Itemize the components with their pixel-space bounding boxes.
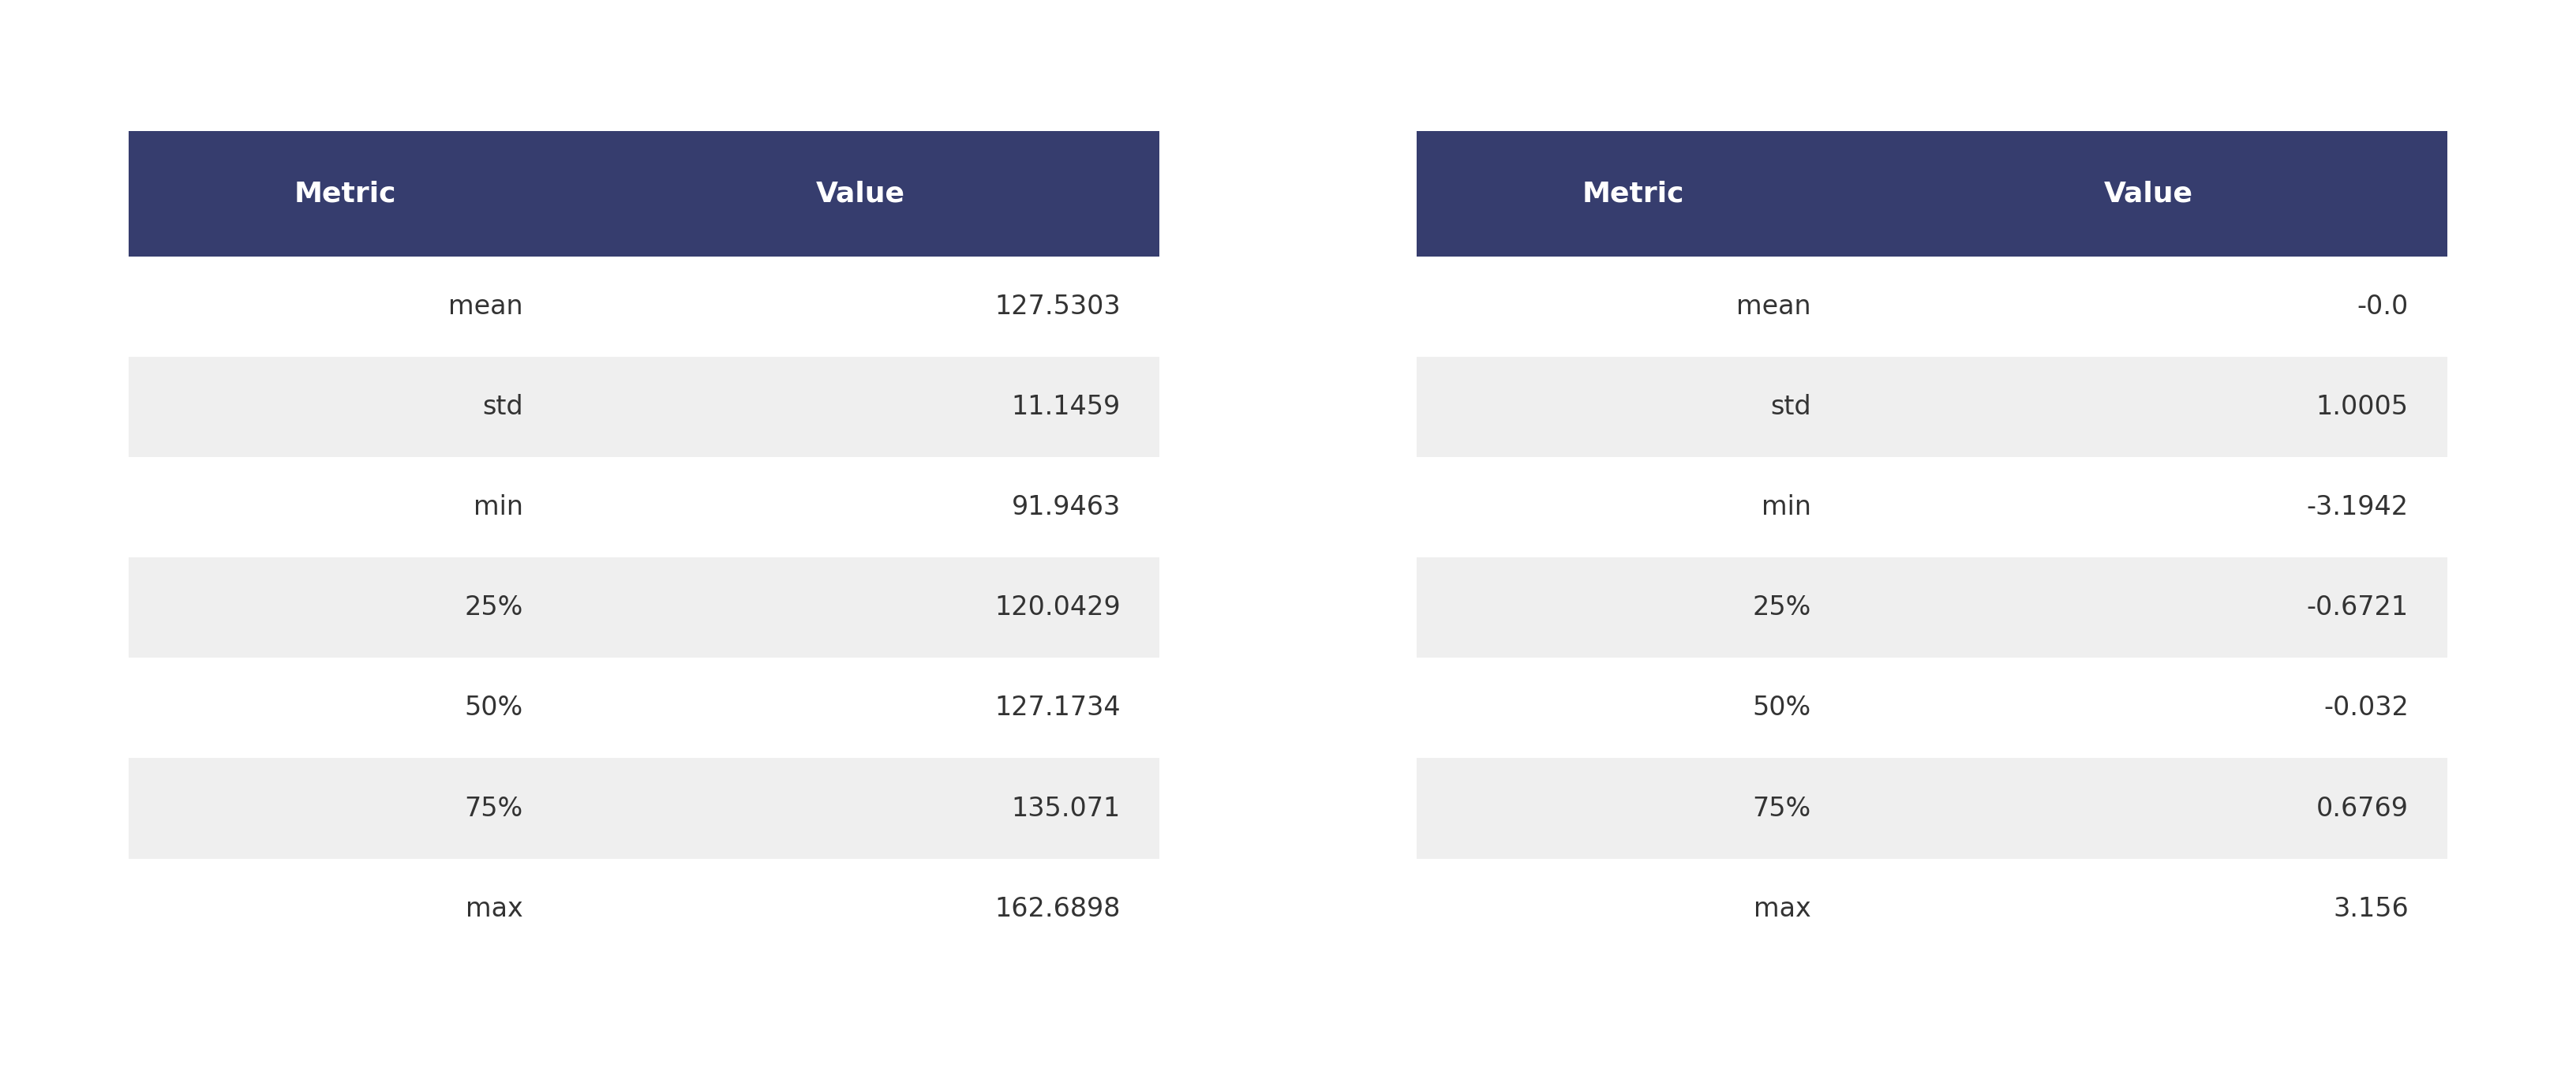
Text: Metric: Metric bbox=[1582, 180, 1685, 207]
Text: Metric: Metric bbox=[294, 180, 397, 207]
Text: 120.0429: 120.0429 bbox=[994, 595, 1121, 621]
Text: 25%: 25% bbox=[464, 595, 523, 621]
Bar bbox=[129, 658, 1159, 758]
Text: -0.6721: -0.6721 bbox=[2306, 595, 2409, 621]
Text: Value: Value bbox=[2105, 180, 2192, 207]
Bar bbox=[1417, 357, 2447, 457]
Bar bbox=[1417, 131, 2447, 256]
Bar bbox=[129, 131, 1159, 256]
Text: max: max bbox=[1754, 896, 1811, 922]
Bar bbox=[1417, 859, 2447, 959]
Text: 162.6898: 162.6898 bbox=[994, 896, 1121, 922]
Bar bbox=[1417, 558, 2447, 658]
Text: 75%: 75% bbox=[464, 795, 523, 822]
Text: 50%: 50% bbox=[464, 695, 523, 721]
Bar bbox=[1417, 256, 2447, 357]
Text: 135.071: 135.071 bbox=[1012, 795, 1121, 822]
Bar bbox=[129, 457, 1159, 558]
Bar bbox=[1417, 658, 2447, 758]
Text: 91.9463: 91.9463 bbox=[1012, 494, 1121, 520]
Text: 127.1734: 127.1734 bbox=[994, 695, 1121, 721]
Text: mean: mean bbox=[448, 293, 523, 320]
Text: 1.0005: 1.0005 bbox=[2316, 394, 2409, 420]
Text: -0.0: -0.0 bbox=[2357, 293, 2409, 320]
Bar bbox=[129, 256, 1159, 357]
Bar bbox=[1417, 457, 2447, 558]
Text: -3.1942: -3.1942 bbox=[2306, 494, 2409, 520]
Text: std: std bbox=[482, 394, 523, 420]
Bar bbox=[129, 758, 1159, 859]
Text: 127.5303: 127.5303 bbox=[994, 293, 1121, 320]
Text: 11.1459: 11.1459 bbox=[1012, 394, 1121, 420]
Text: mean: mean bbox=[1736, 293, 1811, 320]
Text: 0.6769: 0.6769 bbox=[2316, 795, 2409, 822]
Text: -0.032: -0.032 bbox=[2324, 695, 2409, 721]
Text: Value: Value bbox=[817, 180, 904, 207]
Text: min: min bbox=[474, 494, 523, 520]
Text: 75%: 75% bbox=[1752, 795, 1811, 822]
Text: max: max bbox=[466, 896, 523, 922]
Text: min: min bbox=[1762, 494, 1811, 520]
Bar bbox=[129, 558, 1159, 658]
Text: 50%: 50% bbox=[1752, 695, 1811, 721]
Bar bbox=[129, 357, 1159, 457]
Text: std: std bbox=[1770, 394, 1811, 420]
Bar bbox=[1417, 758, 2447, 859]
Text: 3.156: 3.156 bbox=[2334, 896, 2409, 922]
Bar bbox=[129, 859, 1159, 959]
Text: 25%: 25% bbox=[1752, 595, 1811, 621]
